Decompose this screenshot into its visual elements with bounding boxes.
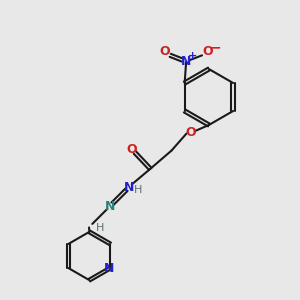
Text: N: N (105, 200, 115, 213)
Text: O: O (126, 143, 137, 156)
Text: N: N (103, 262, 114, 275)
Text: H: H (134, 185, 142, 195)
Text: N: N (181, 55, 191, 68)
Text: +: + (188, 51, 197, 61)
Text: O: O (202, 45, 213, 58)
Text: H: H (95, 223, 104, 233)
Text: N: N (124, 181, 134, 194)
Text: O: O (185, 126, 196, 139)
Text: −: − (209, 40, 221, 54)
Text: O: O (159, 45, 170, 58)
